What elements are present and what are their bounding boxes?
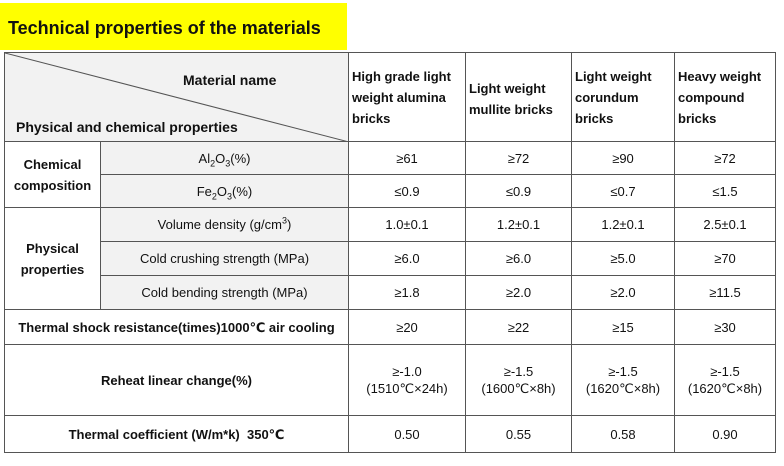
value-cell: 2.5±0.1 bbox=[674, 207, 776, 242]
properties-table: Material name Physical and chemical prop… bbox=[4, 52, 776, 453]
value-cell: 1.2±0.1 bbox=[465, 207, 572, 242]
value-cell: ≥-1.0 (1510℃×24h) bbox=[348, 344, 466, 416]
property-label-reheat-linear: Reheat linear change(%) bbox=[4, 344, 349, 416]
table-row: Fe2O3(%) ≤0.9 ≤0.9 ≤0.7 ≤1.5 bbox=[5, 174, 776, 208]
value-cell: ≥-1.5 (1620℃×8h) bbox=[571, 344, 675, 416]
property-label-fe2o3: Fe2O3(%) bbox=[100, 174, 349, 208]
value-cell: ≥6.0 bbox=[348, 241, 466, 276]
value-cell: ≥70 bbox=[674, 241, 776, 276]
table-row: Cold bending strength (MPa) ≥1.8 ≥2.0 ≥2… bbox=[5, 275, 776, 310]
value-cell: ≤1.5 bbox=[674, 174, 776, 208]
table-row: Thermal coefficient (W/m*k) 350℃ 0.50 0.… bbox=[4, 415, 776, 453]
property-label-cold-bending: Cold bending strength (MPa) bbox=[100, 275, 349, 310]
header-row: Material name Physical and chemical prop… bbox=[4, 52, 776, 142]
value-cell: ≥30 bbox=[674, 309, 776, 345]
value-cell: ≥20 bbox=[348, 309, 466, 345]
value-cell: ≥15 bbox=[571, 309, 675, 345]
value-cell: 1.0±0.1 bbox=[348, 207, 466, 242]
title-bar: Technical properties of the materials bbox=[0, 3, 347, 50]
value-cell: ≥-1.5 (1600℃×8h) bbox=[465, 344, 572, 416]
product-header-4: Heavy weight compound bricks bbox=[674, 52, 776, 142]
table-row: Physical properties Volume density (g/cm… bbox=[4, 207, 776, 310]
value-cell: ≥6.0 bbox=[465, 241, 572, 276]
table-row: Reheat linear change(%) ≥-1.0 (1510℃×24h)… bbox=[4, 344, 776, 416]
value-cell: 1.2±0.1 bbox=[571, 207, 675, 242]
material-name-label: Material name bbox=[183, 72, 277, 88]
value-cell: 0.58 bbox=[571, 415, 675, 453]
value-cell: ≥2.0 bbox=[571, 275, 675, 310]
product-header-1: High grade light weight alumina bricks bbox=[348, 52, 466, 142]
value-cell: 0.55 bbox=[465, 415, 572, 453]
product-header-3: Light weight corundum bricks bbox=[571, 52, 675, 142]
page-title: Technical properties of the materials bbox=[8, 18, 321, 38]
product-header-2: Light weight mullite bricks bbox=[465, 52, 572, 142]
value-cell: ≤0.7 bbox=[571, 174, 675, 208]
value-cell: ≥-1.5 (1620℃×8h) bbox=[674, 344, 776, 416]
table-row: Cold crushing strength (MPa) ≥6.0 ≥6.0 ≥… bbox=[5, 241, 776, 276]
value-cell: ≥61 bbox=[348, 141, 466, 175]
value-cell: ≥5.0 bbox=[571, 241, 675, 276]
value-cell: ≥11.5 bbox=[674, 275, 776, 310]
physical-chemical-label: Physical and chemical properties bbox=[16, 119, 238, 135]
value-cell: ≥72 bbox=[465, 141, 572, 175]
group-chemical-composition: Chemical composition bbox=[4, 141, 101, 208]
value-cell: ≥90 bbox=[571, 141, 675, 175]
diagonal-line bbox=[5, 53, 349, 142]
corner-header-cell: Material name Physical and chemical prop… bbox=[4, 52, 349, 142]
value-cell: ≥22 bbox=[465, 309, 572, 345]
property-label-cold-crushing: Cold crushing strength (MPa) bbox=[100, 241, 349, 276]
value-cell: ≤0.9 bbox=[348, 174, 466, 208]
value-cell: ≤0.9 bbox=[465, 174, 572, 208]
property-label-volume-density: Volume density (g/cm3) bbox=[100, 207, 349, 242]
table-row: Chemical composition Al2O3(%) ≥61 ≥72 ≥9… bbox=[4, 141, 776, 208]
property-label-al2o3: Al2O3(%) bbox=[100, 141, 349, 175]
value-cell: ≥1.8 bbox=[348, 275, 466, 310]
group-physical-properties: Physical properties bbox=[4, 207, 101, 310]
property-label-thermal-coefficient: Thermal coefficient (W/m*k) 350℃ bbox=[4, 415, 349, 453]
value-cell: 0.90 bbox=[674, 415, 776, 453]
property-label-thermal-shock: Thermal shock resistance(times)1000℃ air… bbox=[4, 309, 349, 345]
value-cell: ≥72 bbox=[674, 141, 776, 175]
value-cell: 0.50 bbox=[348, 415, 466, 453]
table-row: Thermal shock resistance(times)1000℃ air… bbox=[4, 309, 776, 345]
value-cell: ≥2.0 bbox=[465, 275, 572, 310]
